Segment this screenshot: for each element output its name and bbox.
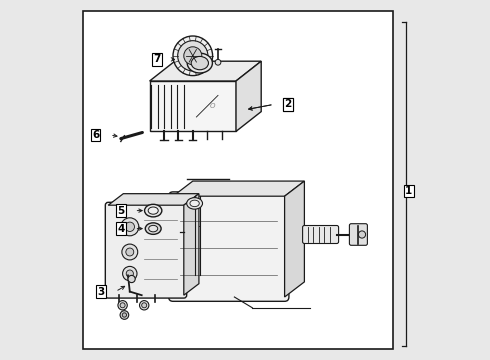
Ellipse shape xyxy=(187,198,202,209)
Ellipse shape xyxy=(148,207,158,214)
Circle shape xyxy=(140,301,149,310)
Polygon shape xyxy=(173,181,304,196)
Ellipse shape xyxy=(148,225,158,232)
Circle shape xyxy=(122,313,126,317)
Bar xyxy=(83,11,392,349)
Text: 4: 4 xyxy=(117,224,124,234)
Circle shape xyxy=(178,41,208,71)
Circle shape xyxy=(122,266,137,281)
Circle shape xyxy=(120,303,125,308)
FancyBboxPatch shape xyxy=(105,202,187,298)
Circle shape xyxy=(121,218,139,236)
Circle shape xyxy=(122,244,138,260)
Polygon shape xyxy=(184,194,199,295)
Text: 2: 2 xyxy=(285,99,292,109)
Circle shape xyxy=(118,301,127,310)
Text: O: O xyxy=(210,103,215,109)
Text: 3: 3 xyxy=(98,287,105,297)
Polygon shape xyxy=(285,181,304,297)
Circle shape xyxy=(142,303,147,308)
Text: 5: 5 xyxy=(117,206,124,216)
Text: 6: 6 xyxy=(92,130,99,140)
FancyBboxPatch shape xyxy=(303,225,339,243)
Ellipse shape xyxy=(145,204,162,217)
Polygon shape xyxy=(236,61,261,131)
Ellipse shape xyxy=(187,53,213,73)
Polygon shape xyxy=(149,61,261,81)
Circle shape xyxy=(128,275,135,283)
Ellipse shape xyxy=(191,57,208,70)
Circle shape xyxy=(215,59,221,65)
Circle shape xyxy=(125,222,134,231)
Bar xyxy=(149,81,236,131)
Circle shape xyxy=(120,311,129,319)
Ellipse shape xyxy=(190,200,199,207)
Circle shape xyxy=(126,248,134,256)
Circle shape xyxy=(358,231,366,238)
FancyBboxPatch shape xyxy=(349,224,368,245)
Circle shape xyxy=(126,270,133,277)
Ellipse shape xyxy=(145,223,161,234)
Circle shape xyxy=(173,36,213,76)
Text: 7: 7 xyxy=(153,54,161,64)
Polygon shape xyxy=(108,194,199,205)
Text: 1: 1 xyxy=(405,186,413,196)
FancyBboxPatch shape xyxy=(169,192,289,301)
Circle shape xyxy=(184,47,202,65)
Text: 2: 2 xyxy=(285,99,292,109)
